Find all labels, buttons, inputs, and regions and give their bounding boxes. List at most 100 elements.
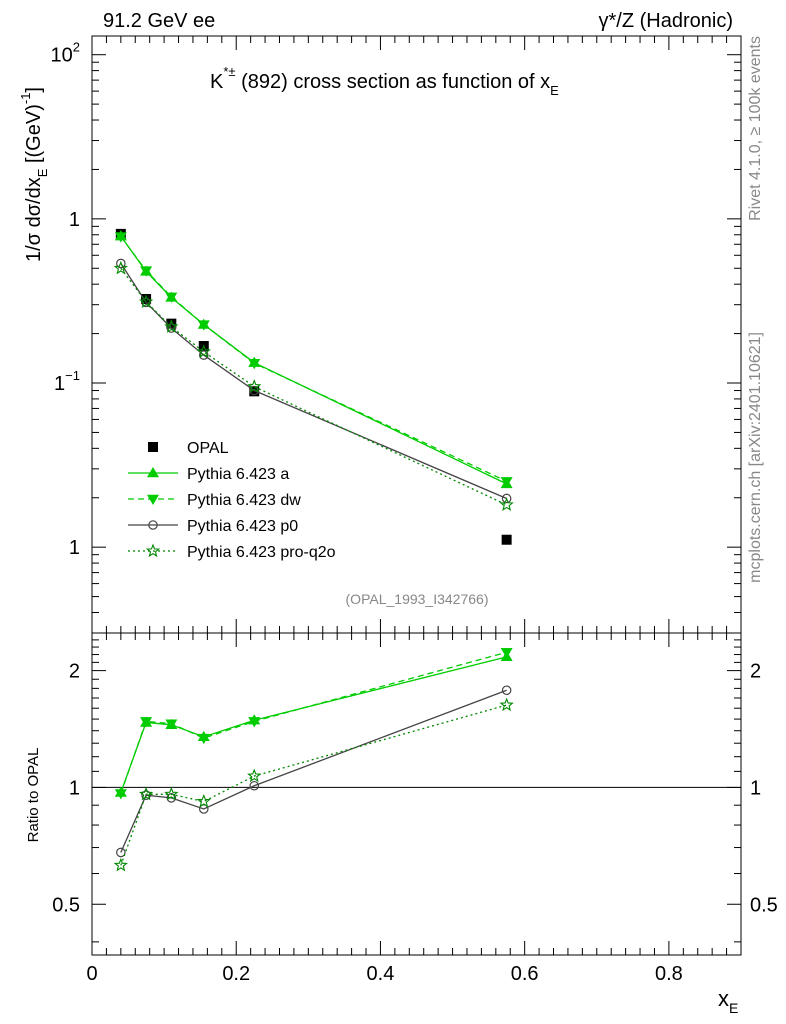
ylabel-unit: [(GeV) xyxy=(23,104,45,168)
ylabel-sub: E xyxy=(35,168,50,177)
legend: OPAL Pythia 6.423 a Pythia 6.423 dw Pythia … xyxy=(128,440,336,561)
title-sub: E xyxy=(550,83,559,98)
legend-label: Pythia 6.423 p0 xyxy=(187,518,298,535)
x-tick-label: 0.6 xyxy=(511,963,539,985)
data-point xyxy=(197,320,210,331)
data-point xyxy=(138,294,154,308)
data-point xyxy=(116,258,126,269)
data-point xyxy=(247,379,262,393)
legend-label: Pythia 6.423 pro-q2o xyxy=(187,544,336,561)
title-main: K xyxy=(210,71,224,93)
data-point xyxy=(499,697,514,712)
legend-marker xyxy=(145,543,161,558)
x-tick-label: 0.4 xyxy=(367,963,395,985)
title-sup: *± xyxy=(223,64,235,79)
data-point xyxy=(248,359,261,370)
y-tick-label: 102 xyxy=(51,40,80,67)
header-left: 91.2 GeV ee xyxy=(103,10,215,32)
data-point xyxy=(141,293,152,304)
ratio-y-tick-label-right: 2 xyxy=(750,661,761,683)
data-point xyxy=(114,789,127,800)
data-point xyxy=(164,786,179,801)
data-point xyxy=(113,857,128,872)
series-line xyxy=(120,689,507,853)
series-line xyxy=(120,236,507,482)
data-point xyxy=(249,385,260,396)
ylabel-main: 1/σ dσ/dx xyxy=(23,177,45,262)
title-rest: (892) cross section as function of x xyxy=(236,71,551,93)
data-point xyxy=(501,685,512,696)
data-point xyxy=(501,534,512,545)
data-point xyxy=(166,793,177,803)
ratio-y-tick-label-right: 1 xyxy=(750,777,761,799)
data-point xyxy=(198,804,209,814)
data-point xyxy=(114,232,127,243)
data-point xyxy=(248,717,261,728)
data-point xyxy=(165,292,178,303)
data-point xyxy=(113,260,128,275)
data-point xyxy=(198,350,209,360)
legend-label: Pythia 6.423 dw xyxy=(187,492,301,509)
analysis-watermark: (OPAL_1993_I342766) xyxy=(346,591,489,607)
ratio-plot-frame xyxy=(91,632,742,956)
main-y-label: 1/σ dσ/dxE [(GeV)-1] xyxy=(18,87,50,262)
y-tick-label-exp: −1 xyxy=(65,368,80,383)
data-point xyxy=(141,790,151,800)
xlabel-sub: E xyxy=(729,1000,738,1016)
data-point xyxy=(501,493,512,504)
data-point xyxy=(164,319,179,333)
y-tick-label-exp: 2 xyxy=(73,40,80,55)
header-right: γ*/Z (Hadronic) xyxy=(599,10,733,32)
ratio-y-tick-label: 2 xyxy=(69,661,80,683)
data-point xyxy=(196,793,211,808)
series-line xyxy=(120,267,507,506)
main-title: K*± (892) cross section as function of x… xyxy=(210,64,559,98)
legend-marker xyxy=(147,467,159,478)
legend-marker xyxy=(147,494,159,505)
data-point xyxy=(500,477,513,488)
legend-label: OPAL xyxy=(187,440,229,457)
x-tick-label: 0.2 xyxy=(222,963,250,985)
x-tick-label: 0.8 xyxy=(655,963,683,985)
rivet-label: Rivet 4.1.0, ≥ 100k events xyxy=(747,36,764,221)
ratio-axis-ticks: 2 2 1 1 0.5 0.5 0 0.2 0.4 0.6 0.8 xyxy=(52,632,778,985)
data-point xyxy=(249,386,260,397)
data-point xyxy=(165,719,178,730)
legend-label: Pythia 6.423 a xyxy=(187,466,289,483)
data-point xyxy=(166,323,177,333)
data-point xyxy=(197,733,210,745)
ratio-y-tick-label-right: 0.5 xyxy=(750,894,778,916)
data-point xyxy=(140,717,153,728)
series-line xyxy=(120,235,507,485)
ylabel-sup: -1 xyxy=(18,93,33,105)
ylabel-end: ] xyxy=(23,87,45,93)
y-tick-label-base: 10 xyxy=(51,45,73,67)
x-axis-label: xE xyxy=(718,986,738,1016)
x-tick-label: 0 xyxy=(86,963,97,985)
y-tick-label-base: 1 xyxy=(54,373,65,395)
data-point xyxy=(140,266,153,277)
main-series xyxy=(113,228,514,545)
data-point xyxy=(138,786,154,801)
data-point xyxy=(116,847,126,858)
ratio-y-tick-label: 1 xyxy=(69,777,80,799)
ratio-series xyxy=(113,648,514,872)
data-point xyxy=(196,344,211,358)
ratio-y-label: Ratio to OPAL xyxy=(25,748,42,843)
data-point xyxy=(247,768,262,783)
mcplots-label: mcplots.cern.ch [arXiv:2401.10621] xyxy=(747,332,764,583)
data-point xyxy=(249,780,260,791)
series-line xyxy=(120,263,507,500)
data-point xyxy=(500,648,513,659)
xlabel-main: x xyxy=(718,986,729,1011)
y-tick-label: 1 xyxy=(69,537,80,559)
legend-marker xyxy=(148,442,158,452)
series-line xyxy=(120,656,507,793)
y-tick-label: 1−1 xyxy=(54,368,80,395)
series-line xyxy=(120,704,507,866)
y-tick-label: 1 xyxy=(69,209,80,231)
ratio-y-tick-label: 0.5 xyxy=(52,894,80,916)
y-tick-label-base: 1 xyxy=(69,209,80,231)
